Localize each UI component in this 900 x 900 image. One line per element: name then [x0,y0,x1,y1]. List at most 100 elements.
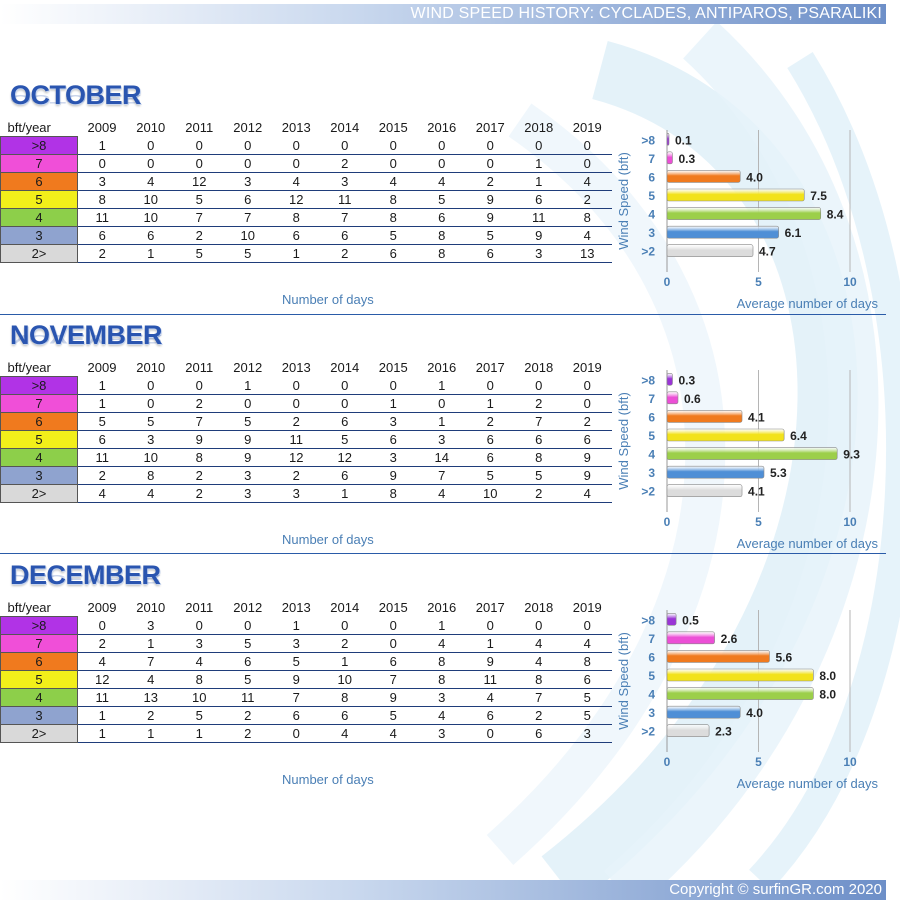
day-count-cell: 1 [272,616,321,635]
chart-y-axis-label: Wind Speed (bft) [616,152,631,250]
day-count-cell: 3 [417,688,466,707]
day-count-cell: 5 [369,226,418,245]
header-cell-year: 2009 [87,119,117,135]
chart-bar [666,428,785,442]
day-count-cell: 12 [175,172,224,191]
day-count-cell: 3 [369,448,418,467]
chart-x-tick-label: 10 [843,275,857,289]
day-count-cell: 1 [369,394,418,413]
day-count-cell: 8 [417,652,466,671]
header-cell-bft-year: bft/year [7,119,51,135]
table-row: 4 11 10 8 9 12 12 3 14 6 8 9 [0,448,612,467]
day-count-cell: 8 [272,208,321,227]
day-count-cell: 0 [466,136,515,155]
day-count-cell: 7 [175,412,224,431]
chart-category-label: 4 [648,208,655,222]
day-count-cell: 4 [417,634,466,653]
day-count-cell: 3 [77,172,127,191]
day-count-cell: 7 [514,688,563,707]
header-cell-year: 2012 [233,599,263,615]
bft-label-cell: 3 [0,226,78,245]
header-cell-year: 2017 [475,599,505,615]
chart-data-label: 8.0 [819,688,836,702]
header-cell-year: 2017 [475,119,505,135]
bft-label-cell: 6 [0,172,78,191]
day-count-cell: 0 [466,616,515,635]
table-axis-note: Number of days [282,772,374,787]
day-count-cell: 6 [563,670,612,689]
day-count-cell: 5 [126,412,175,431]
day-count-cell: 3 [223,172,272,191]
day-count-cell: 5 [369,706,418,725]
day-count-cell: 13 [563,244,612,263]
day-count-cell: 0 [369,136,418,155]
chart-data-label: 0.3 [678,373,695,387]
day-count-cell: 6 [126,226,175,245]
day-count-cell: 6 [272,706,321,725]
chart-data-label: 8.0 [819,669,836,683]
chart-x-tick-label: 10 [843,755,857,769]
day-count-cell: 11 [77,688,127,707]
day-count-cell: 4 [563,484,612,503]
header-cell-year: 2019 [572,599,602,615]
day-count-cell: 9 [369,688,418,707]
day-count-cell: 0 [272,724,321,743]
month-title-reflection: NOVEMBER [10,332,163,347]
day-count-cell: 3 [514,244,563,263]
title-bar: WIND SPEED HISTORY: CYCLADES, ANTIPAROS,… [0,4,886,24]
day-count-cell: 0 [466,724,515,743]
table-row: 2> 1 1 1 2 0 4 4 3 0 6 3 [0,724,612,743]
day-count-cell: 8 [126,466,175,485]
chart-bar [666,244,754,258]
copyright-text: Copyright © surfinGR.com 2020 [669,881,882,898]
wind-days-table: bft/year 2009 2010 2011 2012 2013 2014 2015 2016… [0,118,612,263]
day-count-cell: 9 [175,430,224,449]
day-count-cell: 4 [417,706,466,725]
day-count-cell: 2 [175,466,224,485]
header-cell-year: 2011 [185,359,214,375]
day-count-cell: 6 [417,208,466,227]
chart-category-label: >2 [641,485,655,499]
day-count-cell: 8 [417,670,466,689]
day-count-cell: 1 [514,172,563,191]
chart-category-label: 3 [648,226,655,240]
chart-category-label: >2 [641,245,655,259]
day-count-cell: 0 [514,616,563,635]
chart-category-label: >2 [641,725,655,739]
day-count-cell: 8 [320,688,369,707]
chart-data-label: 6.4 [790,429,807,443]
day-count-cell: 0 [126,154,175,173]
bft-label-cell: >8 [0,136,78,155]
day-count-cell: 7 [320,208,369,227]
day-count-cell: 2 [223,706,272,725]
day-count-cell: 2 [466,412,515,431]
day-count-cell: 9 [563,448,612,467]
day-count-cell: 9 [223,430,272,449]
day-count-cell: 0 [320,394,369,413]
day-count-cell: 5 [272,652,321,671]
day-count-cell: 2 [175,484,224,503]
day-count-cell: 5 [514,466,563,485]
day-count-cell: 1 [77,136,127,155]
bft-label-cell: 2> [0,484,78,503]
day-count-cell: 9 [272,670,321,689]
table-header-row: bft/year 2009 2010 2011 2012 2013 2014 2015 2016… [1,118,612,137]
bft-label-cell: 5 [0,190,78,209]
day-count-cell: 9 [466,190,515,209]
table-header-row: bft/year 2009 2010 2011 2012 2013 2014 2015 2016… [1,358,612,377]
chart-category-label: >8 [641,373,655,387]
day-count-cell: 2 [514,394,563,413]
chart-bar [666,484,743,498]
footer-bar: Copyright © surfinGR.com 2020 [0,880,886,900]
day-count-cell: 0 [563,394,612,413]
table-axis-note: Number of days [282,292,374,307]
day-count-cell: 5 [223,244,272,263]
header-cell-year: 2010 [136,599,166,615]
day-count-cell: 0 [417,394,466,413]
day-count-cell: 6 [320,706,369,725]
header-cell-year: 2011 [185,599,214,615]
chart-data-label: 0.3 [678,152,695,166]
day-count-cell: 8 [175,670,224,689]
